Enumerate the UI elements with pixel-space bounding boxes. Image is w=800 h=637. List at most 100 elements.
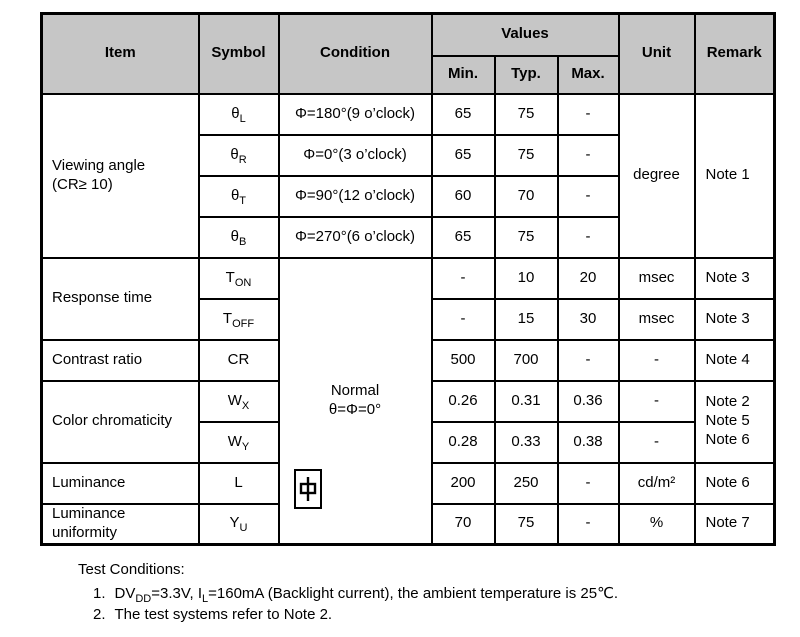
remark-cell: Note 6: [693, 461, 776, 505]
min-cell: -: [430, 297, 496, 341]
symbol-subscript: ON: [234, 276, 252, 289]
unit-cell: msec: [617, 297, 696, 341]
typ-cell: 75: [493, 92, 559, 136]
max-cell: -: [556, 92, 620, 136]
symbol-cell: θB: [197, 215, 280, 259]
symbol-cell: TON: [197, 256, 280, 300]
header-max: Max.: [556, 54, 620, 95]
max-cell: -: [556, 338, 620, 382]
symbol-subscript: R: [238, 153, 247, 166]
symbol-subscript: B: [239, 235, 247, 248]
typ-cell: 75: [493, 133, 559, 177]
subscript: DD: [135, 593, 152, 605]
unit-cell: %: [617, 502, 696, 546]
symbol-text: Y: [229, 514, 240, 532]
table-row: Luminance uniformity YU 70 75 - % Note 7: [40, 502, 776, 546]
min-cell: -: [430, 256, 496, 300]
symbol-cell: θT: [197, 174, 280, 218]
remark-cell: Note 4: [693, 338, 776, 382]
unit-cell: -: [617, 420, 696, 464]
condition-cell: Φ=270°(6 o’clock): [277, 215, 433, 259]
symbol-cell: WX: [197, 379, 280, 423]
symbol-subscript: T: [239, 194, 247, 207]
symbol-cell: L: [197, 461, 280, 505]
remark-cell: Note 1: [693, 92, 776, 259]
remark-cell: Note 7: [693, 502, 776, 546]
max-cell: -: [556, 133, 620, 177]
typ-cell: 70: [493, 174, 559, 218]
table-row: Luminance L 200 250 - cd/m² Note 6: [40, 461, 776, 505]
item-contrast-ratio: Contrast ratio: [40, 338, 200, 382]
item-label: uniformity: [52, 523, 118, 541]
max-cell: 30: [556, 297, 620, 341]
typ-cell: 700: [493, 338, 559, 382]
unit-cell: -: [617, 379, 696, 423]
symbol-text: θ: [230, 145, 239, 163]
typ-cell: 250: [493, 461, 559, 505]
condition-cell: Φ=90°(12 o’clock): [277, 174, 433, 218]
item-luminance-uniformity: Luminance uniformity: [40, 502, 200, 546]
item-label: (CR≥ 10): [52, 175, 113, 193]
header-values: Values: [430, 12, 620, 57]
table-row: θB Φ=270°(6 o’clock) 65 75 -: [42, 215, 775, 259]
typ-cell: 0.33: [493, 420, 559, 464]
symbol-text: θ: [230, 186, 240, 204]
symbol-subscript: X: [241, 399, 250, 412]
symbol-cell: YU: [197, 502, 280, 546]
condition-text: The test systems refer to Note 2.: [114, 606, 333, 623]
symbol-cell: CR: [197, 338, 280, 382]
test-conditions-title: Test Conditions:: [78, 561, 185, 578]
symbol-text: θ: [231, 104, 240, 122]
header-item: Item: [40, 12, 200, 95]
table-row: Response time TON Normal θ=Φ=0° -: [40, 256, 776, 546]
remark-line: Note 6: [705, 430, 750, 448]
symbol-subscript: OFF: [232, 317, 255, 330]
min-cell: 65: [430, 215, 496, 259]
min-cell: 60: [430, 174, 496, 218]
table-row: Contrast ratio CR 500 700 - - Note 4: [40, 338, 776, 382]
remark-line: Note 5: [705, 412, 750, 430]
unit-cell: msec: [617, 256, 696, 300]
symbol-text: T: [225, 268, 235, 286]
subscript: L: [202, 593, 209, 605]
symbol-text: T: [222, 309, 233, 327]
max-cell: 0.36: [556, 379, 620, 423]
item-response-time: Response time: [40, 256, 200, 341]
symbol-text: W: [227, 432, 242, 450]
condition-line1: Normal: [330, 382, 380, 399]
header-condition: Condition: [277, 12, 433, 95]
condition-text: =3.3V, I: [151, 585, 202, 602]
header-unit: Unit: [617, 12, 696, 95]
table-row: TOFF - 15 30 msec Note 3: [42, 297, 776, 341]
typ-cell: 0.31: [493, 379, 559, 423]
symbol-cell: TOFF: [197, 297, 280, 341]
max-cell: -: [556, 174, 620, 218]
table-row: θT Φ=90°(12 o’clock) 60 70 -: [42, 174, 775, 218]
min-cell: 0.26: [430, 379, 496, 423]
condition-cell: Φ=0°(3 o’clock): [277, 133, 433, 177]
item-viewing-angle: Viewing angle (CR≥ 10): [40, 92, 200, 259]
max-cell: -: [556, 215, 620, 259]
symbol-subscript: L: [239, 112, 246, 125]
item-color-chromaticity: Color chromaticity: [40, 379, 200, 464]
test-condition-1: 1. DVDD=3.3V, IL=160mA (Backlight current…: [93, 584, 618, 605]
symbol-cell: θR: [197, 133, 280, 177]
min-cell: 0.28: [430, 420, 496, 464]
max-cell: 0.38: [556, 420, 620, 464]
list-number: 2.: [93, 606, 106, 623]
table-row: WY 0.28 0.33 0.38 -: [42, 420, 775, 464]
remark-line: Note 2: [705, 393, 750, 411]
symbol-subscript: Y: [241, 440, 250, 453]
header-min: Min.: [430, 54, 496, 95]
unit-cell: cd/m²: [617, 461, 696, 505]
symbol-subscript: U: [239, 522, 248, 535]
min-cell: 70: [430, 502, 496, 546]
table-row: Viewing angle (CR≥ 10) θL Φ=180°(9 o’clo…: [40, 92, 776, 259]
list-number: 1.: [93, 585, 106, 602]
table-row: θR Φ=0°(3 o’clock) 65 75 -: [42, 133, 775, 177]
item-label: Luminance: [52, 505, 126, 523]
header-typ: Typ.: [493, 54, 559, 95]
typ-cell: 15: [493, 297, 559, 341]
header-remark: Remark: [693, 12, 776, 95]
